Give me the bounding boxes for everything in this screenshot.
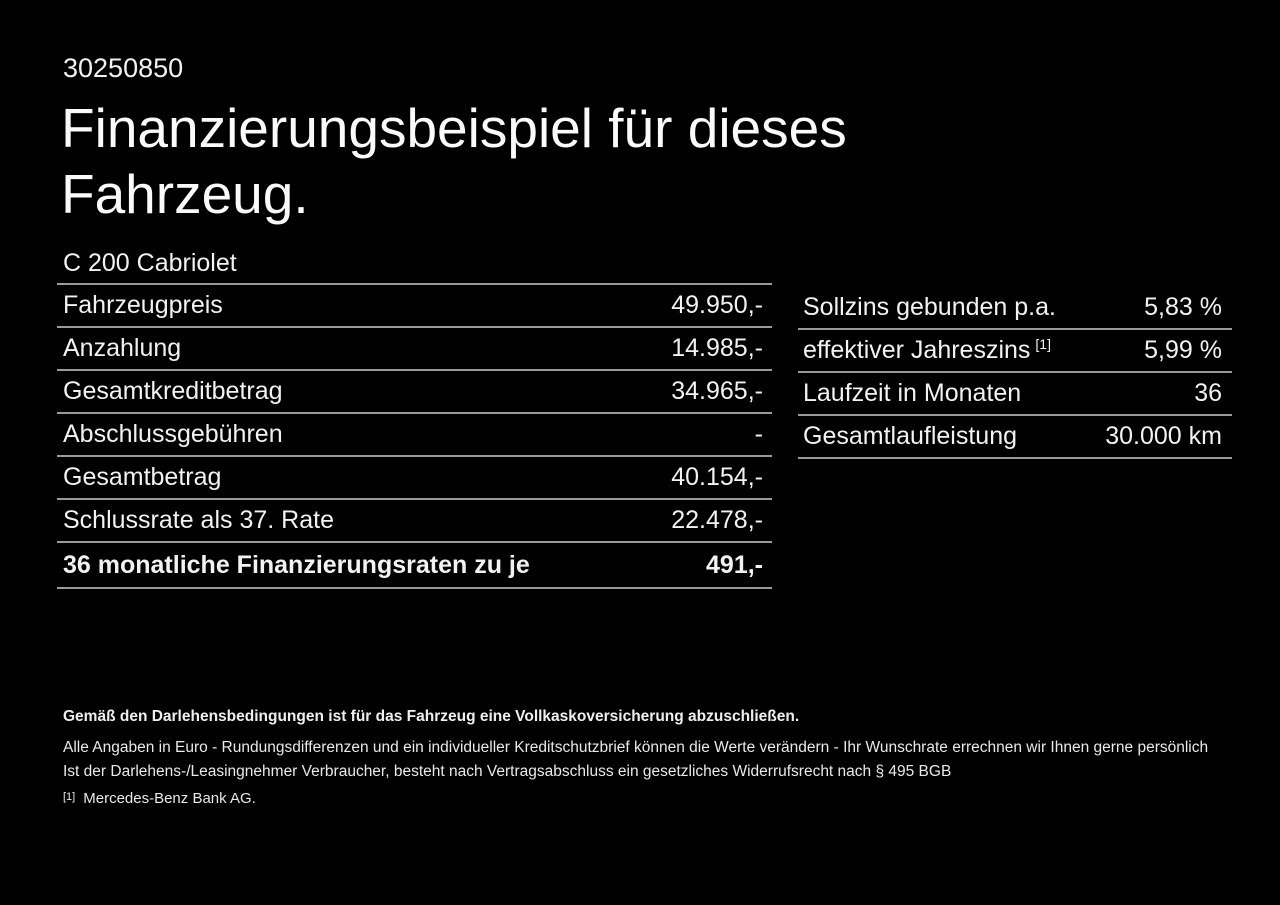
disclaimer-line2: Ist der Darlehens-/Leasingnehmer Verbrau… — [63, 763, 952, 780]
page-title-line1: Finanzierungsbeispiel für dieses — [61, 97, 847, 159]
row-value: 5,99 % — [1144, 336, 1222, 364]
row-label: Gesamtlaufleistung — [803, 422, 1018, 450]
monthly-rate-row: 36 monatliche Finanzierungsraten zu je 4… — [57, 543, 772, 589]
row-label: Anzahlung — [63, 334, 182, 362]
row-label: 36 monatliche Finanzierungsraten zu je — [63, 550, 530, 579]
row-value: - — [754, 420, 763, 448]
row-value: 34.965,- — [671, 377, 763, 405]
table-row: effektiver Jahreszins [1] 5,99 % — [798, 330, 1232, 373]
table-row: Abschlussgebühren - — [57, 414, 772, 457]
footnote-marker: [1] — [63, 791, 76, 803]
table-row: Schlussrate als 37. Rate 22.478,- — [57, 500, 772, 543]
row-value: 491,- — [706, 550, 763, 579]
table-row: Gesamtlaufleistung 30.000 km — [798, 416, 1232, 459]
page-title: Finanzierungsbeispiel für dieses Fahrzeu… — [61, 95, 847, 227]
table-row: Fahrzeugpreis 49.950,- — [57, 285, 772, 328]
row-label: Gesamtkreditbetrag — [63, 377, 283, 405]
vehicle-model-row: C 200 Cabriolet — [57, 243, 772, 285]
row-label: effektiver Jahreszins [1] — [803, 336, 1051, 364]
row-value: 49.950,- — [671, 291, 763, 319]
disclaimer-line1: Alle Angaben in Euro - Rundungsdifferenz… — [63, 739, 1209, 756]
footnote-text: Mercedes-Benz Bank AG. — [83, 790, 256, 807]
financing-table: C 200 Cabriolet Fahrzeugpreis 49.950,- A… — [57, 243, 772, 589]
page-title-line2: Fahrzeug. — [61, 163, 309, 225]
row-value: 40.154,- — [671, 463, 763, 491]
footnote-marker: [1] — [1035, 336, 1051, 352]
row-label: Schlussrate als 37. Rate — [63, 506, 334, 534]
table-row: Laufzeit in Monaten 36 — [798, 373, 1232, 416]
row-value: 14.985,- — [671, 334, 763, 362]
table-row: Gesamtkreditbetrag 34.965,- — [57, 371, 772, 414]
row-value: 36 — [1194, 379, 1222, 407]
row-label: Fahrzeugpreis — [63, 291, 223, 319]
row-value: 22.478,- — [671, 506, 763, 534]
row-value: 5,83 % — [1144, 293, 1222, 321]
insurance-note: Gemäß den Darlehensbedingungen ist für d… — [63, 708, 800, 725]
conditions-table: Sollzins gebunden p.a. 5,83 % effektiver… — [798, 287, 1232, 459]
row-label: Sollzins gebunden p.a. — [803, 293, 1056, 321]
row-label: Laufzeit in Monaten — [803, 379, 1022, 407]
row-label: Abschlussgebühren — [63, 420, 283, 448]
table-row: Gesamtbetrag 40.154,- — [57, 457, 772, 500]
table-row: Sollzins gebunden p.a. 5,83 % — [798, 287, 1232, 330]
table-row: Anzahlung 14.985,- — [57, 328, 772, 371]
row-label: Gesamtbetrag — [63, 463, 222, 491]
bank-footnote: [1] Mercedes-Benz Bank AG. — [63, 790, 256, 807]
vehicle-model: C 200 Cabriolet — [63, 248, 237, 277]
listing-id: 30250850 — [63, 53, 184, 83]
row-value: 30.000 km — [1105, 422, 1222, 450]
